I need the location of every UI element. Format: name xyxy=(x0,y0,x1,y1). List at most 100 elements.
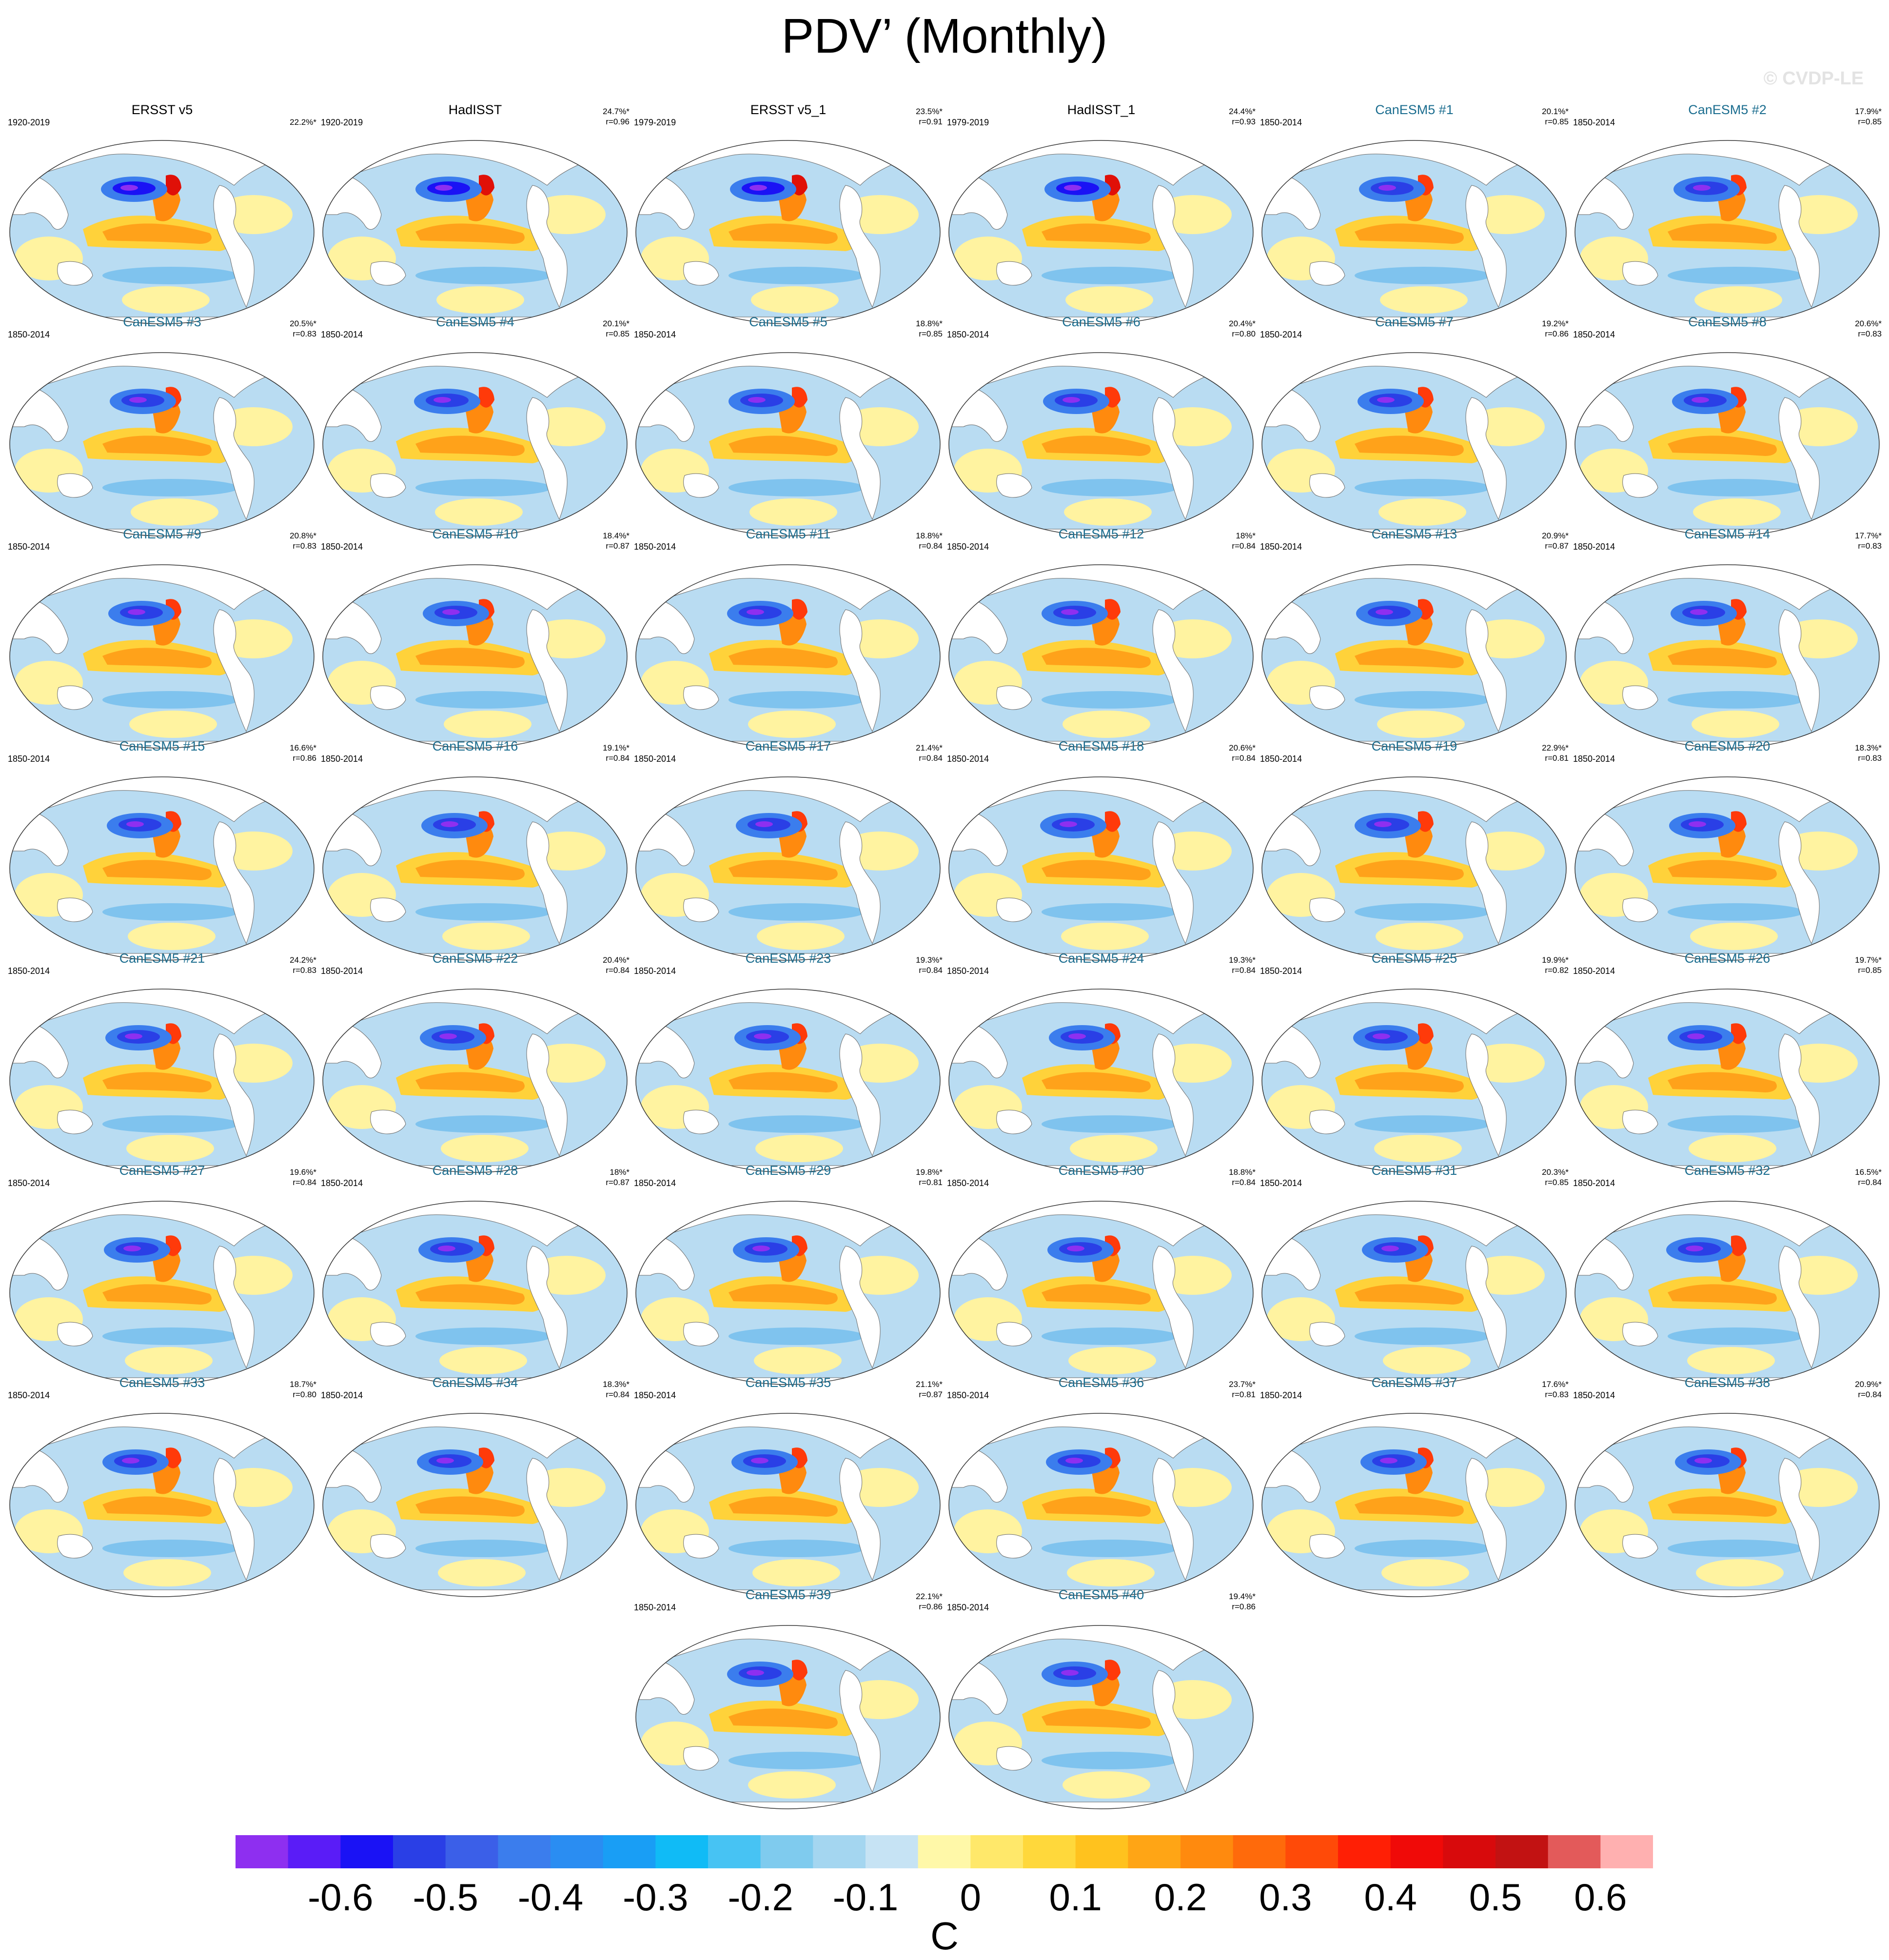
colorbar-swatch xyxy=(1285,1835,1338,1868)
panel-title: CanESM5 #7 xyxy=(1375,315,1454,329)
panel-period: 1850-2014 xyxy=(947,754,989,764)
colorbar-swatch xyxy=(970,1835,1023,1868)
panel-period: 1850-2014 xyxy=(634,966,676,976)
panel-pattern-correlation: r=0.86 xyxy=(1232,1602,1256,1611)
pattern-map xyxy=(322,776,628,961)
colorbar-tick-label: -0.3 xyxy=(623,1876,689,1919)
panel-pattern-correlation: r=0.85 xyxy=(1545,1178,1569,1187)
panel-title: CanESM5 #19 xyxy=(1371,739,1457,753)
panel-period: 1850-2014 xyxy=(8,542,50,552)
panel-title: CanESM5 #20 xyxy=(1684,739,1771,753)
panel-title: CanESM5 #16 xyxy=(432,739,518,753)
pattern-map xyxy=(9,140,315,324)
colorbar-tick-label: -0.6 xyxy=(308,1876,374,1919)
panel-variance-explained: 19.6%* xyxy=(290,1168,316,1177)
map-panel: CanESM5 #28 1850-2014 18%* r=0.87 xyxy=(318,1163,632,1385)
pattern-map xyxy=(635,989,941,1173)
panel-period: 1850-2014 xyxy=(634,1603,676,1612)
panel-title: CanESM5 #6 xyxy=(1062,315,1141,329)
panel-variance-explained: 22.1%* xyxy=(916,1592,943,1601)
colorbar-swatch xyxy=(866,1835,919,1868)
colorbar-swatch xyxy=(813,1835,866,1868)
panel-title: CanESM5 #25 xyxy=(1371,951,1457,966)
pattern-map xyxy=(1261,1413,1567,1597)
panel-period: 1850-2014 xyxy=(634,330,676,339)
panel-pattern-correlation: r=0.80 xyxy=(1232,329,1256,338)
map-panel: CanESM5 #29 1850-2014 19.8%* r=0.81 xyxy=(631,1163,945,1385)
map-panel: HadISST_1 1979-2019 24.4%* r=0.93 xyxy=(944,102,1259,324)
panel-pattern-correlation: r=0.84 xyxy=(606,753,630,763)
pattern-map xyxy=(635,1201,941,1385)
pattern-map xyxy=(1261,989,1567,1173)
map-panel: CanESM5 #34 1850-2014 18.3%* r=0.84 xyxy=(318,1375,632,1597)
panel-variance-explained: 21.1%* xyxy=(916,1380,943,1389)
colorbar-swatch xyxy=(1075,1835,1128,1868)
panel-pattern-correlation: r=0.85 xyxy=(919,329,943,338)
panel-period: 1850-2014 xyxy=(1260,330,1302,339)
panel-variance-explained: 24.4%* xyxy=(1229,107,1256,116)
panel-period: 1850-2014 xyxy=(8,1178,50,1188)
panel-variance-explained: 18.3%* xyxy=(1855,743,1882,752)
panel-pattern-correlation: r=0.87 xyxy=(606,541,630,551)
panel-variance-explained: 20.8%* xyxy=(290,531,316,540)
map-panel: HadISST 1920-2019 24.7%* r=0.96 xyxy=(318,102,632,324)
panel-title: CanESM5 #36 xyxy=(1058,1375,1144,1390)
colorbar-swatch xyxy=(1390,1835,1443,1868)
colorbar-tick-label: -0.2 xyxy=(728,1876,793,1919)
panel-variance-explained: 19.3%* xyxy=(916,955,943,965)
map-panel: CanESM5 #20 1850-2014 18.3%* r=0.83 xyxy=(1570,739,1885,961)
colorbar-swatch xyxy=(603,1835,656,1868)
colorbar-swatch xyxy=(288,1835,341,1868)
map-panel: CanESM5 #30 1850-2014 18.8%* r=0.84 xyxy=(944,1163,1259,1385)
panel-title: CanESM5 #23 xyxy=(745,951,831,966)
pattern-map xyxy=(1574,776,1880,961)
colorbar-swatch xyxy=(1233,1835,1286,1868)
panel-pattern-correlation: r=0.84 xyxy=(293,1178,316,1187)
panel-variance-explained: 20.1%* xyxy=(1542,107,1569,116)
colorbar-tick-label: 0 xyxy=(960,1876,982,1919)
panel-variance-explained: 17.6%* xyxy=(1542,1380,1569,1389)
panel-variance-explained: 20.1%* xyxy=(603,319,630,328)
panel-title: HadISST_1 xyxy=(1067,102,1136,117)
panel-title: CanESM5 #13 xyxy=(1371,527,1457,541)
map-panel: ERSST v5_1 1979-2019 23.5%* r=0.91 xyxy=(631,102,945,324)
colorbar-swatch xyxy=(655,1835,708,1868)
panel-title: CanESM5 #39 xyxy=(745,1587,831,1602)
map-panel: CanESM5 #33 1850-2014 18.7%* r=0.80 xyxy=(5,1375,319,1597)
pattern-map xyxy=(635,564,941,749)
panel-pattern-correlation: r=0.84 xyxy=(919,541,943,551)
panel-title: CanESM5 #30 xyxy=(1058,1163,1144,1178)
colorbar-tick-label: 0.4 xyxy=(1364,1876,1417,1919)
colorbar-swatch xyxy=(236,1835,289,1868)
colorbar-tick-label: -0.4 xyxy=(517,1876,584,1919)
map-panel: CanESM5 #8 1850-2014 20.6%* r=0.83 xyxy=(1570,315,1885,536)
panel-pattern-correlation: r=0.80 xyxy=(293,1390,316,1399)
panel-period: 1920-2019 xyxy=(321,118,363,127)
panel-title: CanESM5 #14 xyxy=(1684,527,1771,541)
colorbar-swatch xyxy=(445,1835,498,1868)
panel-period: 1850-2014 xyxy=(1573,1178,1615,1188)
map-panel: CanESM5 #4 1850-2014 20.1%* r=0.85 xyxy=(318,315,632,536)
panel-variance-explained: 20.4%* xyxy=(1229,319,1256,328)
pattern-map xyxy=(1574,564,1880,749)
colorbar-tick-label: 0.6 xyxy=(1574,1876,1627,1919)
panel-period: 1850-2014 xyxy=(634,542,676,552)
panel-pattern-correlation: r=0.84 xyxy=(1858,1390,1882,1399)
map-panel: CanESM5 #2 1850-2014 17.9%* r=0.85 xyxy=(1570,102,1885,324)
map-panel: CanESM5 #11 1850-2014 18.8%* r=0.84 xyxy=(631,527,945,749)
panel-title: HadISST xyxy=(448,102,502,117)
panel-variance-explained: 18.3%* xyxy=(603,1380,630,1389)
map-panel: CanESM5 #9 1850-2014 20.8%* r=0.83 xyxy=(5,527,319,749)
pattern-map xyxy=(9,1413,315,1597)
panel-title: ERSST v5 xyxy=(131,102,193,117)
panel-title: CanESM5 #38 xyxy=(1684,1375,1771,1390)
map-panel: CanESM5 #35 1850-2014 21.1%* r=0.87 xyxy=(631,1375,945,1597)
panel-period: 1850-2014 xyxy=(1260,754,1302,764)
panel-period: 1850-2014 xyxy=(321,754,363,764)
map-panel: CanESM5 #40 1850-2014 19.4%* r=0.86 xyxy=(944,1587,1259,1809)
panel-title: CanESM5 #4 xyxy=(436,315,514,329)
panel-title: CanESM5 #26 xyxy=(1684,951,1771,966)
panel-title: CanESM5 #5 xyxy=(749,315,827,329)
panel-variance-explained: 18%* xyxy=(610,1168,630,1177)
panel-period: 1850-2014 xyxy=(1260,1178,1302,1188)
